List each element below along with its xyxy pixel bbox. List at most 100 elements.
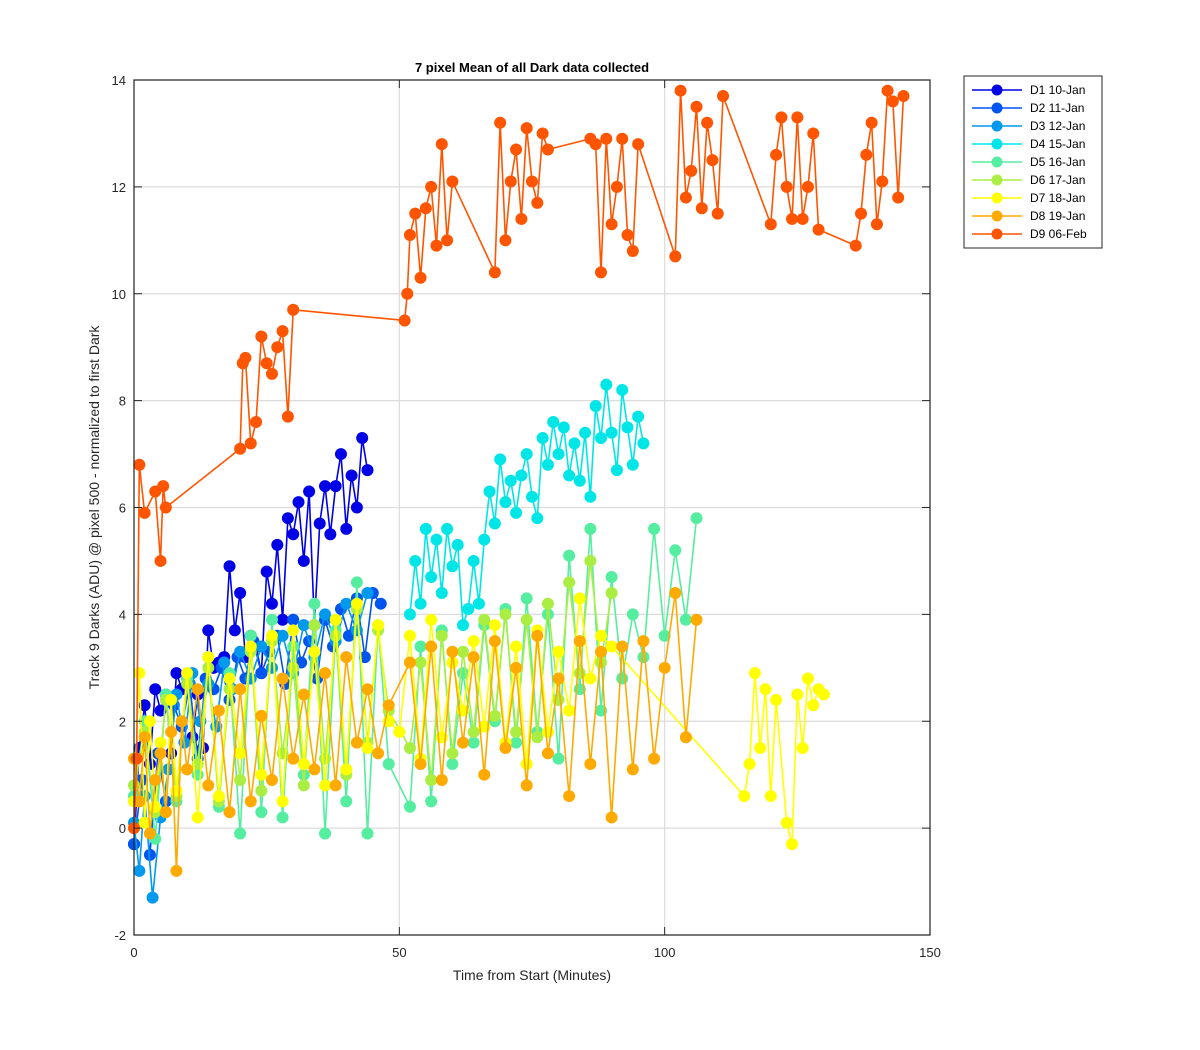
- data-point: [520, 758, 533, 770]
- legend-label: D1 10-Jan: [1030, 83, 1085, 97]
- data-point: [457, 645, 470, 658]
- data-point: [616, 132, 629, 145]
- data-point: [462, 603, 475, 616]
- legend-item[interactable]: D9 06-Feb: [972, 227, 1087, 241]
- ticks: 0 50 100 150 -2 0 2 4 6 8 10 12 14: [112, 73, 941, 960]
- legend-item[interactable]: D2 11-Jan: [972, 101, 1084, 115]
- data-point: [297, 554, 310, 567]
- data-point: [563, 576, 576, 589]
- series-8: [128, 587, 703, 877]
- data-point: [754, 741, 767, 754]
- data-point: [255, 330, 268, 343]
- data-point: [212, 790, 225, 803]
- data-point: [260, 565, 273, 578]
- data-point: [297, 779, 310, 792]
- data-point: [430, 533, 443, 546]
- data-point: [340, 597, 353, 610]
- data-point: [605, 218, 618, 231]
- legend-item[interactable]: D4 15-Jan: [972, 137, 1085, 151]
- data-point: [637, 635, 650, 648]
- data-point: [488, 517, 501, 530]
- data-point: [138, 731, 151, 744]
- data-point: [234, 683, 247, 696]
- data-point: [531, 731, 544, 744]
- data-point: [510, 725, 523, 738]
- data-point: [510, 736, 523, 749]
- legend-item[interactable]: D8 19-Jan: [972, 209, 1085, 223]
- data-point: [398, 314, 411, 327]
- data-point: [791, 111, 804, 124]
- data-point: [478, 768, 491, 781]
- data-point: [340, 795, 353, 808]
- legend-item[interactable]: D7 18-Jan: [972, 191, 1085, 205]
- legend[interactable]: D1 10-Jan D2 11-Jan D3 12-Jan D4 15-Jan D5 1…: [963, 75, 1103, 249]
- data-point: [218, 656, 231, 669]
- data-point: [515, 212, 528, 225]
- data-point: [563, 790, 576, 803]
- legend-item[interactable]: D5 16-Jan: [972, 155, 1085, 169]
- legend-item[interactable]: D3 12-Jan: [972, 119, 1085, 133]
- data-point: [425, 795, 438, 808]
- y-tick-label: 8: [119, 394, 126, 409]
- data-point: [855, 207, 868, 220]
- data-point: [181, 667, 194, 680]
- data-point: [467, 554, 480, 567]
- data-point: [425, 570, 438, 583]
- data-point: [324, 528, 337, 541]
- data-point: [292, 496, 305, 509]
- legend-item[interactable]: D1 10-Jan: [972, 83, 1085, 97]
- data-point: [202, 779, 215, 792]
- x-tick-label: 100: [654, 945, 676, 960]
- data-point: [499, 234, 512, 247]
- data-point: [191, 683, 204, 696]
- data-point: [584, 672, 597, 685]
- data-point: [605, 640, 618, 653]
- data-point: [568, 437, 581, 450]
- data-point: [154, 554, 167, 567]
- data-point: [133, 864, 146, 877]
- data-point: [165, 725, 178, 738]
- data-point: [143, 715, 156, 728]
- data-point: [446, 747, 459, 760]
- data-point: [552, 645, 565, 658]
- data-point: [446, 175, 459, 188]
- data-point: [594, 432, 607, 445]
- data-point: [494, 116, 507, 129]
- data-point: [234, 587, 247, 599]
- data-point: [892, 191, 905, 204]
- data-point: [308, 645, 321, 658]
- data-point: [648, 522, 661, 535]
- data-point: [149, 774, 162, 787]
- data-point: [276, 672, 289, 685]
- data-point: [403, 800, 416, 813]
- data-point: [202, 677, 215, 690]
- legend-item[interactable]: D6 17-Jan: [972, 173, 1085, 187]
- data-point: [690, 613, 703, 626]
- y-tick-label: 4: [119, 607, 126, 622]
- legend-marker: [991, 228, 1003, 240]
- y-tick-label: 0: [119, 821, 126, 836]
- series-4: [403, 378, 650, 632]
- data-point: [573, 592, 586, 605]
- data-point: [526, 175, 538, 188]
- data-point: [297, 619, 310, 632]
- data-point: [547, 416, 560, 428]
- y-tick-label: 6: [119, 501, 126, 516]
- data-point: [435, 629, 448, 642]
- data-point: [287, 528, 300, 541]
- data-point: [414, 758, 427, 770]
- data-point: [531, 629, 544, 642]
- data-point: [441, 522, 454, 535]
- data-point: [786, 838, 799, 851]
- data-point: [361, 741, 374, 754]
- data-point: [510, 506, 523, 519]
- data-point: [401, 287, 414, 300]
- series-line: [133, 89, 905, 829]
- data-point: [159, 501, 172, 514]
- data-point: [319, 608, 332, 621]
- data-point: [563, 704, 576, 717]
- data-point: [154, 736, 167, 749]
- data-point: [287, 303, 300, 316]
- legend-label: D7 18-Jan: [1030, 191, 1085, 205]
- data-point: [170, 864, 183, 877]
